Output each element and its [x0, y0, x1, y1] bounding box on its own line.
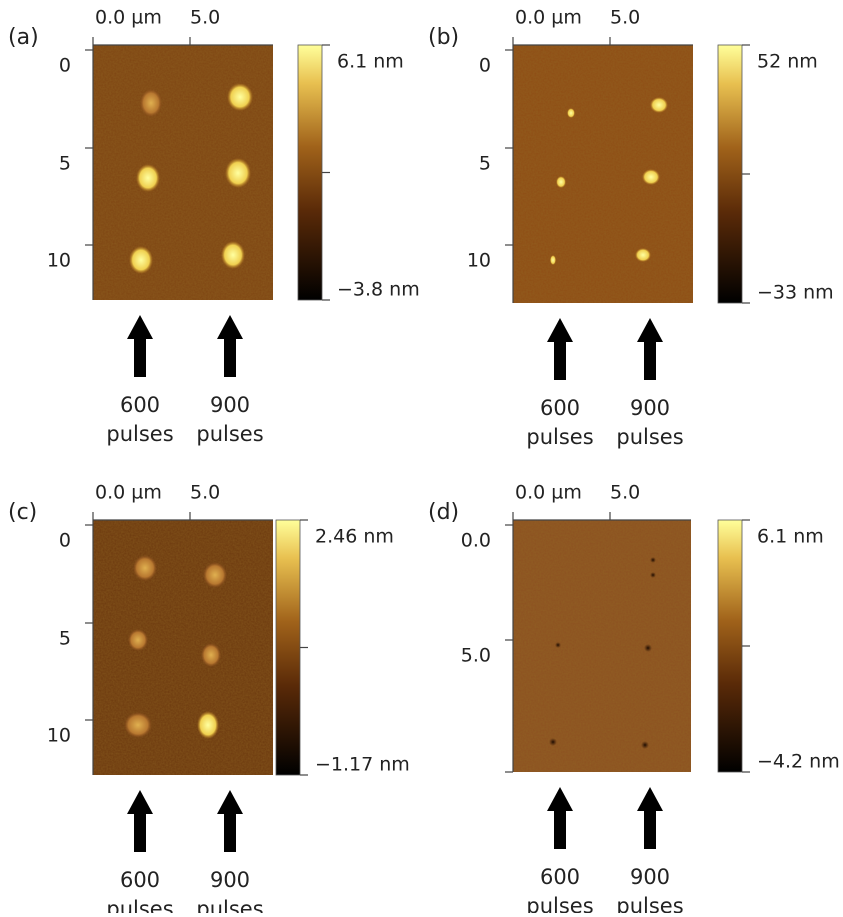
arrow-unit: pulses [196, 422, 263, 446]
figure: (a) 0.0 µm 5.0 0 5 10 6.1 nm −3.8 nm 600 pulses 90… [0, 0, 843, 913]
arrow [547, 318, 573, 380]
arrow-count: 600 [540, 396, 580, 420]
colorbar-min: −3.8 nm [337, 279, 420, 301]
feature-spot [140, 89, 162, 117]
colorbar-min: −1.17 nm [315, 754, 410, 776]
feature-spot [549, 738, 557, 746]
arrow-unit: pulses [196, 897, 263, 913]
feature-spot [203, 562, 227, 588]
colorbar-max: 6.1 nm [337, 51, 404, 73]
colorbar [276, 520, 300, 775]
x-tick-label: 0.0 µm [515, 7, 582, 29]
feature-spot [650, 572, 656, 578]
feature-spot [555, 642, 561, 648]
panel-label: (d) [428, 500, 459, 525]
feature-spot [650, 557, 656, 563]
x-tick-label: 5.0 [610, 7, 640, 29]
feature-spot [227, 83, 253, 111]
feature-spot [133, 555, 157, 581]
y-tick-label: 0 [479, 55, 491, 77]
panel: (d) 0.0 µm 5.0 0.0 5.0 6.1 nm −4.2 nm 600 pulses… [428, 482, 840, 914]
y-tick-label: 0 [59, 55, 71, 77]
x-tick-label: 5.0 [610, 482, 640, 504]
arrow-unit: pulses [106, 897, 173, 913]
y-tick-label: 10 [467, 250, 491, 272]
arrow [547, 787, 573, 849]
arrow-count: 900 [210, 393, 250, 417]
y-tick-label: 0.0 [461, 530, 491, 552]
arrow [637, 318, 663, 380]
arrow-count: 900 [630, 865, 670, 889]
feature-spot [128, 629, 148, 651]
arrow [127, 790, 153, 852]
feature-spot [644, 644, 652, 652]
feature-spot [635, 248, 651, 262]
x-tick-label: 0.0 µm [515, 482, 582, 504]
feature-spot [567, 108, 575, 118]
feature-spot [550, 255, 556, 265]
arrow-unit: pulses [106, 422, 173, 446]
y-tick-label: 10 [47, 250, 71, 272]
arrow-unit: pulses [616, 894, 683, 913]
arrow [217, 315, 243, 377]
x-tick-label: 5.0 [190, 7, 220, 29]
colorbar-max: 2.46 nm [315, 526, 394, 548]
afm-texture [513, 45, 693, 303]
arrow [217, 790, 243, 852]
y-tick-label: 5 [479, 153, 491, 175]
colorbar-min: −4.2 nm [757, 751, 840, 773]
y-tick-label: 5 [59, 153, 71, 175]
feature-spot [136, 164, 160, 192]
panel: (b) 0.0 µm 5.0 0 5 10 52 nm −33 nm 600 pulses 900 p… [428, 7, 834, 450]
colorbar [718, 520, 742, 772]
y-tick-label: 5.0 [461, 645, 491, 667]
x-tick-label: 0.0 µm [95, 7, 162, 29]
colorbar [298, 45, 322, 300]
afm-texture [93, 520, 273, 775]
arrow-unit: pulses [526, 894, 593, 913]
colorbar-max: 6.1 nm [757, 526, 824, 548]
feature-spot [221, 241, 245, 269]
feature-spot [197, 711, 219, 739]
feature-spot [201, 643, 221, 667]
panel-label: (b) [428, 25, 459, 50]
x-tick-label: 5.0 [190, 482, 220, 504]
colorbar [718, 45, 742, 303]
panel-label: (a) [8, 25, 39, 50]
arrow-count: 900 [210, 868, 250, 892]
feature-spot [556, 176, 566, 188]
feature-spot [129, 246, 153, 274]
arrow-count: 900 [630, 396, 670, 420]
arrow [637, 787, 663, 849]
y-tick-label: 0 [59, 530, 71, 552]
panel: (c) 0.0 µm 5.0 0 5 10 2.46 nm −1.17 nm 600 pulses… [8, 482, 410, 914]
arrow [127, 315, 153, 377]
arrow-unit: pulses [616, 425, 683, 449]
afm-texture [513, 520, 691, 772]
arrow-count: 600 [540, 865, 580, 889]
colorbar-min: −33 nm [757, 282, 834, 304]
colorbar-max: 52 nm [757, 51, 818, 73]
feature-spot [124, 712, 152, 738]
x-tick-label: 0.0 µm [95, 482, 162, 504]
feature-spot [225, 158, 251, 188]
feature-spot [641, 741, 649, 749]
feature-spot [650, 97, 668, 113]
y-tick-label: 5 [59, 628, 71, 650]
feature-spot [642, 169, 660, 185]
arrow-count: 600 [120, 868, 160, 892]
panel-label: (c) [8, 500, 37, 525]
panel: (a) 0.0 µm 5.0 0 5 10 6.1 nm −3.8 nm 600 pulses 90… [8, 7, 420, 447]
y-tick-label: 10 [47, 725, 71, 747]
arrow-unit: pulses [526, 425, 593, 449]
arrow-count: 600 [120, 393, 160, 417]
